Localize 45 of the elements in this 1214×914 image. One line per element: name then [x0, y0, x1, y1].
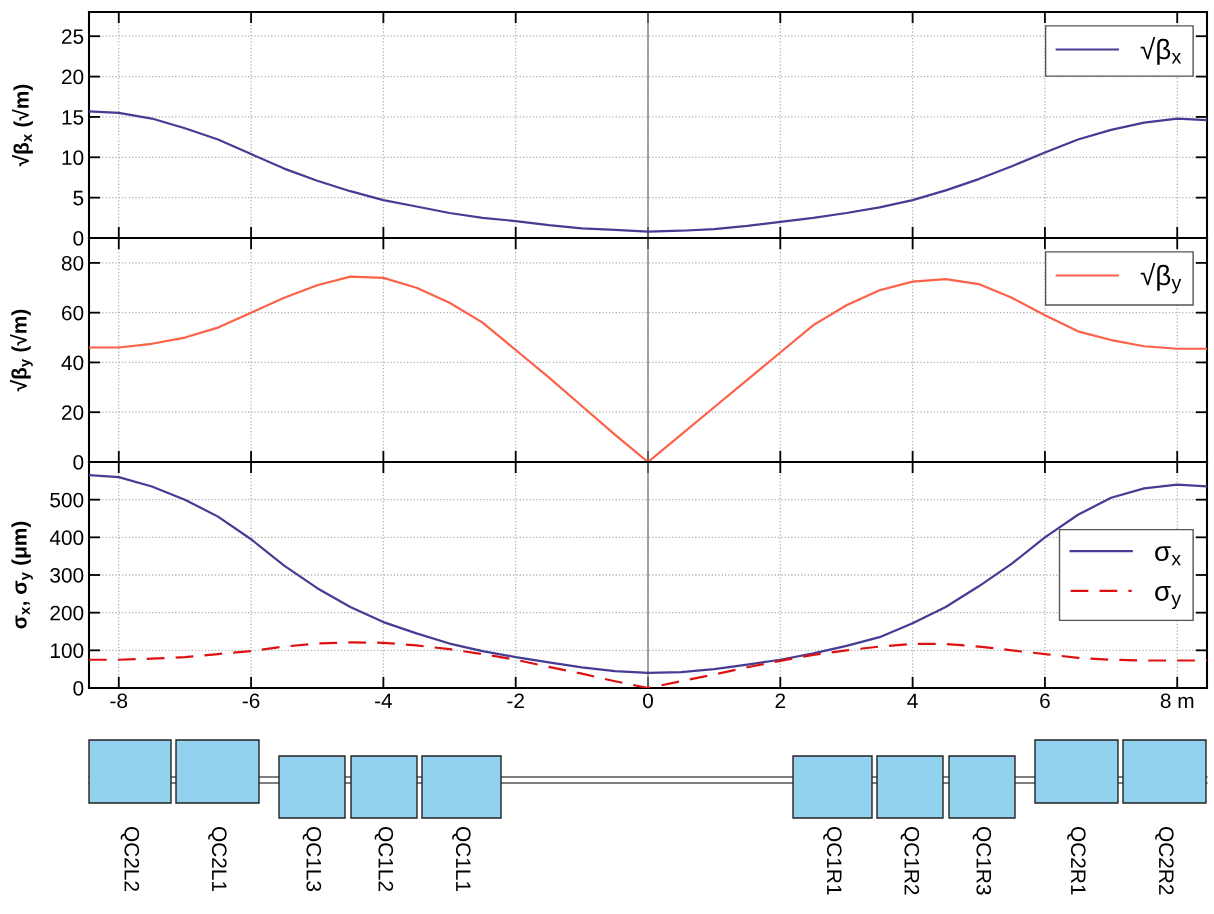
- legend-label: σ$_{y}$: [1155, 585, 1182, 610]
- category-label: QC2L1: [208, 826, 227, 891]
- x-tick-label: -8: [110, 693, 128, 709]
- y-tick-label: 0: [73, 681, 84, 696]
- line-series: [89, 110, 1207, 233]
- x-tick-label: -2: [507, 693, 524, 708]
- y-tick-label: 300: [50, 568, 84, 583]
- y-tick-label: 400: [49, 530, 84, 546]
- category-label: QC2R2: [1155, 826, 1174, 895]
- y-tick-label: 20: [62, 69, 84, 85]
- legend-label: √β$_{x}$: [1140, 37, 1182, 65]
- x-tick-label: 4: [907, 693, 918, 708]
- category-label: QC2R1: [1067, 826, 1086, 895]
- legend-label: σ$_{x}$: [1155, 546, 1181, 566]
- category-label: QC1L2: [374, 826, 394, 891]
- y-axis-title: √β$_{x}$ (√m): [12, 84, 33, 167]
- x-tick-label: -4: [375, 693, 393, 708]
- category-label: QC1R1: [823, 826, 842, 895]
- y-tick-label: 0: [73, 455, 84, 470]
- x-tick-label: 8 m: [1160, 693, 1194, 709]
- y-tick-label: 100: [50, 643, 84, 659]
- y-tick-label: 5: [73, 190, 84, 206]
- y-tick-label: 20: [62, 405, 84, 420]
- category-label: QC1R2: [900, 826, 920, 895]
- category-label: QC1R3: [972, 826, 992, 895]
- y-tick-label: 40: [61, 355, 84, 371]
- category-label: QC2L2: [120, 826, 140, 891]
- y-tick-label: 200: [50, 605, 84, 621]
- y-tick-label: 25: [62, 29, 84, 44]
- y-tick-label: 15: [62, 110, 84, 125]
- x-tick-label: 6: [1040, 693, 1050, 709]
- x-tick-label: -6: [242, 693, 260, 709]
- line-series: [89, 474, 1207, 675]
- y-tick-label: 80: [61, 255, 84, 271]
- y-axis-title: √β$_{y}$ (√m): [9, 309, 33, 392]
- y-tick-label: 60: [62, 305, 84, 321]
- y-tick-label: 0: [73, 231, 84, 246]
- x-tick-label: 2: [775, 693, 786, 708]
- category-label: QC1L3: [302, 826, 322, 892]
- y-axis-title: σ$_{x}$, σ$_{y}$ (μm): [11, 521, 33, 629]
- legend-label: √β$_{y}$: [1140, 263, 1182, 294]
- x-tick-label: 0: [643, 693, 653, 709]
- y-tick-label: 10: [62, 150, 84, 166]
- category-label: QC1L1: [452, 826, 471, 891]
- y-tick-label: 500: [50, 492, 84, 508]
